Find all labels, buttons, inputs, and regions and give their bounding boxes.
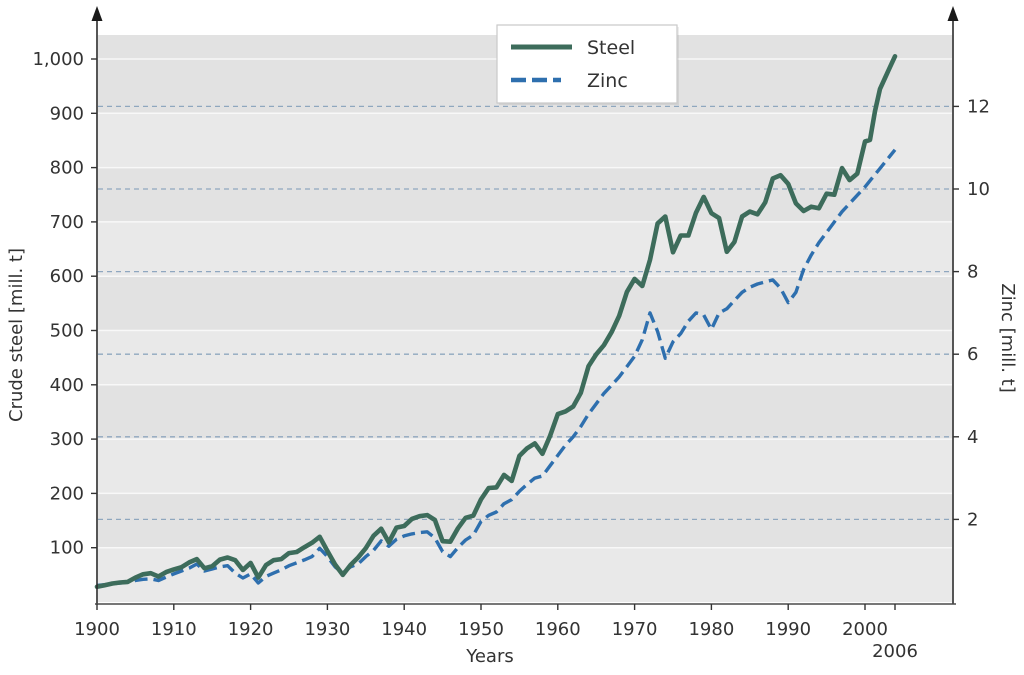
right-tick-label: 2 — [967, 509, 978, 530]
x-axis-title: Years — [465, 646, 514, 667]
plot-band — [98, 221, 952, 277]
right-tick-label: 4 — [967, 427, 978, 448]
left-tick-label: 900 — [50, 103, 84, 124]
left-tick-label: 400 — [50, 375, 84, 396]
x-tick-label: 1980 — [688, 619, 734, 640]
plot-band — [98, 167, 952, 222]
right-axis-arrow-icon — [947, 6, 959, 21]
left-tick-label: 600 — [50, 266, 84, 287]
left-axis-arrow-icon — [91, 6, 103, 21]
zinc-line — [96, 148, 897, 588]
plot-band — [98, 276, 952, 331]
plot-band — [98, 493, 952, 548]
x-tick-label: 1900 — [74, 619, 120, 640]
x-tick-label: 1970 — [612, 619, 658, 640]
y-axis-title-left: Crude steel [mill. t] — [6, 248, 27, 422]
x-tick-label: 1950 — [458, 619, 504, 640]
steel-line — [94, 54, 898, 590]
plot-band — [98, 384, 952, 440]
left-tick-label: 300 — [50, 429, 84, 450]
x-tick-label: 1910 — [151, 619, 197, 640]
x-tick-label: 2006 — [872, 641, 918, 662]
left-tick-label: 500 — [50, 321, 84, 342]
left-tick-label: 100 — [50, 538, 84, 559]
right-tick-label: 10 — [967, 179, 990, 200]
legend: Steel Zinc — [496, 24, 679, 105]
left-tick-label: 200 — [50, 483, 84, 504]
left-tick-label: 1,000 — [32, 49, 84, 70]
x-tick-label: 1990 — [765, 619, 811, 640]
left-tick-label: 800 — [50, 158, 84, 179]
right-tick-label: 8 — [967, 262, 978, 283]
right-tick-label: 12 — [967, 96, 990, 117]
y-axis-title-right: Zinc [mill. t] — [997, 283, 1018, 392]
legend-zinc-label: Zinc — [587, 70, 628, 92]
x-tick-label: 1930 — [304, 619, 350, 640]
legend-box — [496, 24, 678, 104]
plot-band — [98, 330, 952, 385]
plot-band — [98, 113, 952, 168]
right-tick-label: 6 — [967, 344, 978, 365]
left-tick-label: 700 — [50, 212, 84, 233]
x-tick-label: 1940 — [381, 619, 427, 640]
legend-steel-label: Steel — [587, 37, 635, 59]
x-tick-label: 2000 — [842, 619, 888, 640]
x-tick-label: 1960 — [535, 619, 581, 640]
x-tick-label: 1920 — [228, 619, 274, 640]
